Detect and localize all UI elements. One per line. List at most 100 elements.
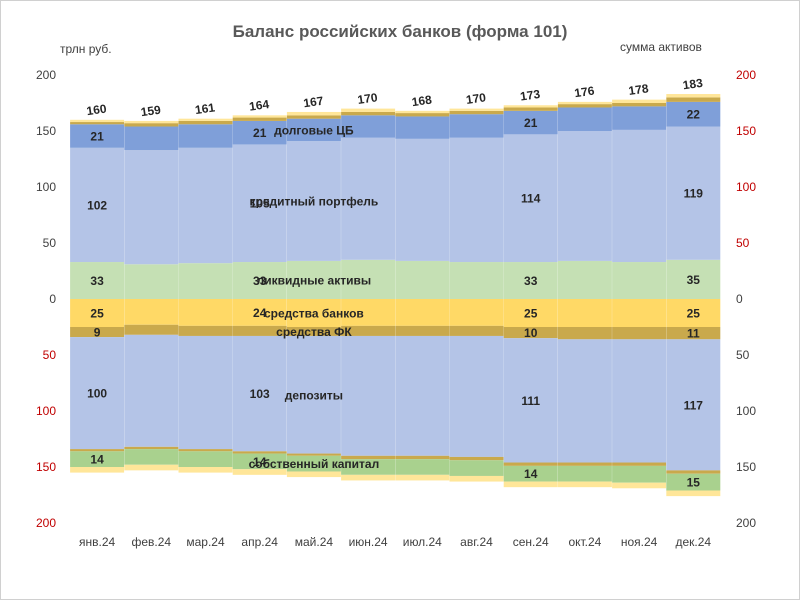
left-axis-tick: 200 [36,516,56,530]
total-assets-label: 183 [682,76,704,93]
asset-bar-segment [503,110,558,135]
liability-bar-segment [557,299,612,327]
liability-bar-segment [395,455,450,460]
liability-bar-segment [341,325,396,336]
left-axis-tick: 200 [36,68,56,82]
liability-bar-segment [286,455,341,472]
total-assets-label: 167 [302,94,324,111]
right-axis-tick: 200 [736,516,756,530]
x-tick-label: июн.24 [349,535,388,549]
asset-bar-segment [557,131,612,261]
data-label: 24 [253,306,267,320]
total-assets-label: 178 [628,81,650,98]
total-assets-label: 168 [411,93,433,110]
data-label: 14 [524,467,538,481]
liability-bar-segment [612,462,667,466]
total-assets-label: 170 [465,90,487,107]
series-annotation: собственный капитал [249,457,380,471]
liability-bar-segment [232,299,287,326]
asset-bar-segment [70,147,125,263]
liability-bar-segment [449,456,504,461]
asset-bar-segment [666,259,721,299]
asset-bar-segment [124,123,179,127]
left-axis-tick: 50 [43,236,57,250]
data-label: 105 [250,197,270,211]
liability-bar-segment [503,465,558,482]
asset-bar-segment [395,138,450,261]
right-axis-tick: 200 [736,68,756,82]
asset-bar-segment [395,260,450,299]
liability-bar-segment [612,465,667,483]
liability-bar-segment [286,299,341,327]
asset-bar-segment [395,113,450,117]
asset-bar-segment [449,262,504,299]
liability-bar-segment [612,339,667,463]
liability-bar-segment [124,449,179,465]
total-assets-label: 164 [248,97,270,114]
x-tick-label: фев.24 [131,535,171,549]
x-tick-label: май.24 [295,535,334,549]
liability-bar-segment [124,324,179,335]
asset-bar-segment [286,111,341,116]
liability-bar-segment [557,465,612,482]
asset-bar-segment [232,120,287,145]
liability-bar-segment [666,470,721,474]
asset-bar-segment [341,137,396,260]
asset-bar-segment [557,107,612,131]
asset-bar-segment [666,101,721,127]
series-annotation: долговые ЦБ [274,123,354,137]
left-axis-tick: 50 [43,348,57,362]
liability-bar-segment [178,299,233,326]
data-label: 102 [87,198,107,212]
liability-bar-segment [666,339,721,471]
liability-bar-segment [503,462,558,466]
right-axis-tick: 0 [736,292,743,306]
liability-bar-segment [557,327,612,340]
liability-bar-segment [612,482,667,489]
asset-bar-segment [557,260,612,299]
left-axis-tick: 0 [49,292,56,306]
asset-bar-segment [178,120,233,125]
right-axis-tick: 150 [736,124,756,138]
asset-bar-segment [232,115,287,118]
data-label: 14 [253,455,267,469]
asset-bar-segment [178,118,233,121]
liability-bar-segment [395,299,450,326]
data-label: 33 [524,274,538,288]
x-tick-label: ноя.24 [621,535,658,549]
data-label: 35 [687,273,701,287]
asset-bar-segment [286,118,341,142]
data-label: 100 [87,387,107,401]
data-label: 111 [521,394,540,408]
asset-bar-segment [666,126,721,260]
liability-bar-segment [503,299,558,327]
liability-bar-segment [449,475,504,482]
liability-bar-segment [70,327,125,338]
liability-bar-segment [124,334,179,447]
liability-bar-segment [124,446,179,450]
total-assets-label: 161 [194,100,216,117]
liability-bar-segment [178,467,233,473]
data-label: 14 [90,453,104,467]
liability-bar-segment [449,325,504,336]
data-label: 11 [687,327,700,341]
right-axis-label: сумма активов [620,40,702,54]
left-axis-unit: трлн руб. [60,42,112,56]
data-label: 33 [253,274,267,288]
liability-bar-segment [70,467,125,473]
total-assets-label: 159 [140,103,162,120]
asset-bar-segment [395,110,450,114]
asset-bar-segment [124,120,179,124]
asset-bar-segment [286,115,341,119]
x-tick-label: окт.24 [568,535,601,549]
asset-bar-segment [449,110,504,115]
data-label: 25 [90,307,104,321]
asset-bar-segment [503,134,558,263]
data-label: 33 [90,274,104,288]
left-axis-tick: 100 [36,180,56,194]
x-tick-label: янв.24 [79,535,116,549]
liability-bar-segment [232,325,287,336]
x-tick-label: сен.24 [513,535,549,549]
liability-bar-segment [232,453,287,470]
liability-bar-segment [612,327,667,340]
